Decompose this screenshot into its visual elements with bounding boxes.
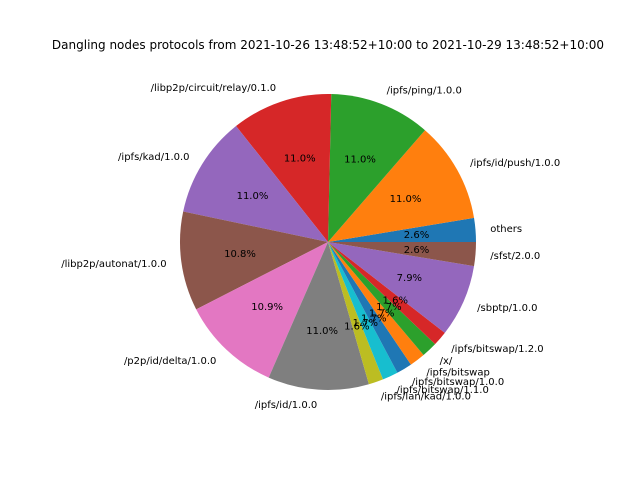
pie-category-label: /ipfs/id/1.0.0 xyxy=(255,400,318,411)
pie-percent-label: 11.0% xyxy=(237,191,269,202)
pie-percent-label: 2.6% xyxy=(404,245,429,256)
pie-slice-others xyxy=(328,217,476,242)
pie-slice-sbptp-1-0-0 xyxy=(328,242,475,333)
pie-category-label: /ipfs/bitswap/1.0.0 xyxy=(412,377,504,388)
pie-percent-labels: 2.6% 11.0% 11.0% 11.0% 11.0% 10.8% 10.9% 11.0% 1… xyxy=(224,153,429,337)
pie-slice-sfst-2-0-0 xyxy=(328,242,476,267)
pie-category-label: /ipfs/kad/1.0.0 xyxy=(118,152,190,163)
pie-slice-libp2p-autonat-1-0-0 xyxy=(179,211,328,310)
pie-category-label: /sbptp/1.0.0 xyxy=(477,303,537,314)
pie-percent-label: 1.6% xyxy=(344,321,369,332)
pie-category-label: /ipfs/bitswap xyxy=(426,367,490,378)
pie-category-label: others xyxy=(490,224,522,235)
pie-category-label: /ipfs/bitswap/1.2.0 xyxy=(451,344,543,355)
pie-category-label: /ipfs/ping/1.0.0 xyxy=(387,86,462,97)
pie-category-label: /ipfs/bitswap/1.1.0 xyxy=(397,385,489,396)
pie-percent-label: 2.6% xyxy=(404,230,429,241)
pie-percent-label: 11.0% xyxy=(306,326,338,337)
pie-percent-label: 1.7% xyxy=(376,302,401,313)
chart-title: Dangling nodes protocols from 2021-10-26… xyxy=(52,38,604,52)
pie-percent-label: 10.8% xyxy=(224,249,256,260)
pie-slice-ipfs-bitswap-1-1-0 xyxy=(328,242,398,380)
pie-percent-label: 11.0% xyxy=(284,153,316,164)
pie-category-label: /ipfs/id/push/1.0.0 xyxy=(470,158,560,169)
pie-category-label: /libp2p/autonat/1.0.0 xyxy=(61,259,166,270)
pie-category-label: /sfst/2.0.0 xyxy=(490,251,540,262)
pie-percent-label: 1.7% xyxy=(369,308,394,319)
pie-percent-label: 10.9% xyxy=(251,302,283,313)
pie-slice-ipfs-bitswap xyxy=(328,242,424,365)
pie-slice-ipfs-id-push-1-0-0 xyxy=(328,130,475,242)
pie-percent-label: 1.7% xyxy=(361,314,386,325)
pie-percent-label: 11.0% xyxy=(344,155,376,166)
pie-slice-ipfs-id-1-0-0 xyxy=(268,242,369,390)
pie-category-label: /libp2p/circuit/relay/0.1.0 xyxy=(151,83,276,94)
pie-percent-label: 7.9% xyxy=(397,273,422,284)
pie-category-labels: others/ipfs/id/push/1.0.0/ipfs/ping/1.0.… xyxy=(61,83,560,411)
pie-slice-x xyxy=(328,242,436,356)
pie-slice-ipfs-bitswap-1-0-0 xyxy=(328,242,411,373)
pie-slice-libp2p-circuit-relay-0-1-0 xyxy=(236,94,332,242)
pie-slice-ipfs-bitswap-1-2-0 xyxy=(328,242,445,345)
pie-slice-ipfs-ping-1-0-0 xyxy=(328,94,425,242)
pie-category-label: /x/ xyxy=(440,356,453,367)
pie-percent-label: 1.6% xyxy=(383,295,408,306)
pie-percent-label: 11.0% xyxy=(390,194,422,205)
pie-slice-p2p-id-delta-1-0-0 xyxy=(196,242,328,378)
pie-slices xyxy=(179,94,476,390)
pie-category-label: /p2p/id/delta/1.0.0 xyxy=(124,356,216,367)
pie-category-label: /ipfs/lan/kad/1.0.0 xyxy=(381,391,471,402)
pie-percent-label: 1.7% xyxy=(353,318,378,329)
pie-slice-ipfs-lan-kad-1-0-0 xyxy=(328,242,384,385)
pie-slice-ipfs-kad-1-0-0 xyxy=(183,126,328,242)
